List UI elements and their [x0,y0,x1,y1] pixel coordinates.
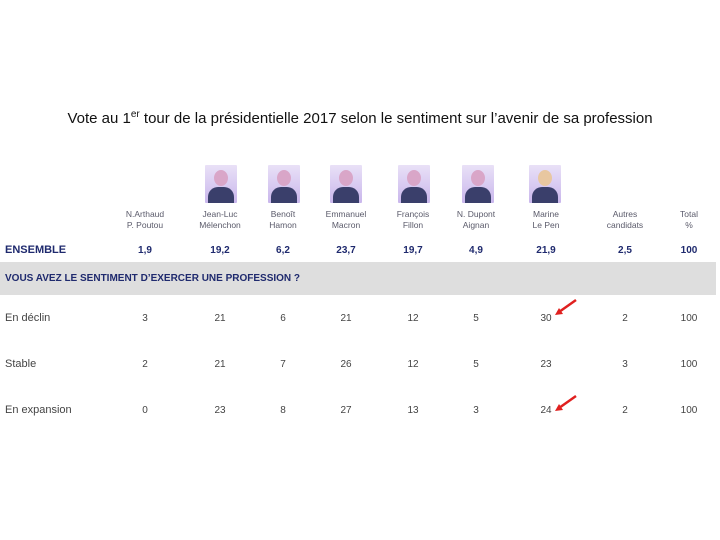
ensemble-label: ENSEMBLE [5,244,67,256]
section-band [0,262,716,295]
highlight-arrow-decline [555,298,577,315]
column-header-line1: Jean-Luc [202,209,238,219]
table-cell: 2 [622,313,628,324]
table-cell: 21 [340,313,352,324]
table-cell: 21 [214,313,226,324]
highlight-arrow-expansion [555,394,577,411]
column-header-line2: % [685,220,693,230]
table-cell: 12 [407,359,419,370]
column-header-line2: Mélenchon [199,220,241,230]
column-header-2: Benoît Hamon [248,209,318,231]
le-pen-photo-icon [529,165,561,203]
table-cell: 2 [622,405,628,416]
ensemble-cell: 19,2 [210,245,230,256]
ensemble-cell: 2,5 [618,245,632,256]
chart-title: Vote au 1er tour de la présidentielle 20… [40,104,680,130]
column-header-6: Marine Le Pen [511,209,581,231]
table-cell: 24 [540,405,552,416]
table-cell: 3 [622,359,628,370]
column-header-8: Total% [654,209,720,231]
column-header-0: N.Arthaud P. Poutou [110,209,180,231]
table-cell: 21 [214,359,226,370]
table-cell: 13 [407,405,419,416]
macron-photo-icon [330,165,362,203]
fillon-photo-icon [398,165,430,203]
table-cell: 6 [280,313,286,324]
column-header-1: Jean-Luc Mélenchon [185,209,255,231]
table-cell: 0 [142,405,148,416]
column-header-line2: Fillon [402,220,424,230]
table-cell: 5 [473,313,479,324]
row-label: En déclin [5,312,51,324]
ensemble-cell: 1,9 [138,245,152,256]
column-header-line1: N. Dupont [456,209,496,219]
column-header-line2: Macron [331,220,361,230]
hamon-photo-icon [268,165,300,203]
table-cell: 100 [680,405,698,416]
ensemble-cell: 100 [680,245,698,256]
title-superscript: er [130,109,140,120]
column-header-line1: Benoît [270,209,296,219]
table-cell: 7 [280,359,286,370]
section-label: VOUS AVEZ LE SENTIMENT D’EXERCER UNE PRO… [5,273,301,284]
table-cell: 23 [540,359,552,370]
melenchon-photo-icon [205,165,237,203]
column-header-line2: Aignan [462,220,490,230]
column-header-line2: P. Poutou [126,220,164,230]
table-cell: 12 [407,313,419,324]
ensemble-cell: 6,2 [276,245,290,256]
ensemble-cell: 21,9 [536,245,556,256]
table-cell: 8 [280,405,286,416]
table-cell: 100 [680,359,698,370]
column-header-line1: Total [680,209,698,219]
column-header-line1: Emmanuel [325,209,367,219]
column-header-line1: Marine [533,209,559,219]
column-header-line1: N.Arthaud [125,209,165,219]
row-label: En expansion [5,404,72,416]
table-cell: 2 [142,359,148,370]
column-header-line2: Le Pen [532,220,560,230]
ensemble-cell: 4,9 [469,245,483,256]
column-header-line1: François [396,209,430,219]
table-cell: 26 [340,359,352,370]
table-cell: 3 [473,405,479,416]
column-header-line2: Hamon [269,220,297,230]
column-header-5: N. Dupont Aignan [441,209,511,231]
table-cell: 100 [680,313,698,324]
table-cell: 5 [473,359,479,370]
dupont-aignan-photo-icon [462,165,494,203]
column-header-7: Autres candidats [590,209,660,231]
table-cell: 30 [540,313,552,324]
column-header-line1: Autres [612,209,638,219]
title-text-start: Vote au 1 [67,110,131,127]
table-cell: 27 [340,405,352,416]
ensemble-cell: 23,7 [336,245,356,256]
column-header-line2: candidats [606,220,644,230]
column-header-3: Emmanuel Macron [311,209,381,231]
table-cell: 3 [142,313,148,324]
row-label: Stable [5,358,37,370]
title-text-end: tour de la présidentielle 2017 selon le … [139,110,653,127]
column-header-4: François Fillon [378,209,448,231]
table-cell: 23 [214,405,226,416]
ensemble-cell: 19,7 [403,245,423,256]
